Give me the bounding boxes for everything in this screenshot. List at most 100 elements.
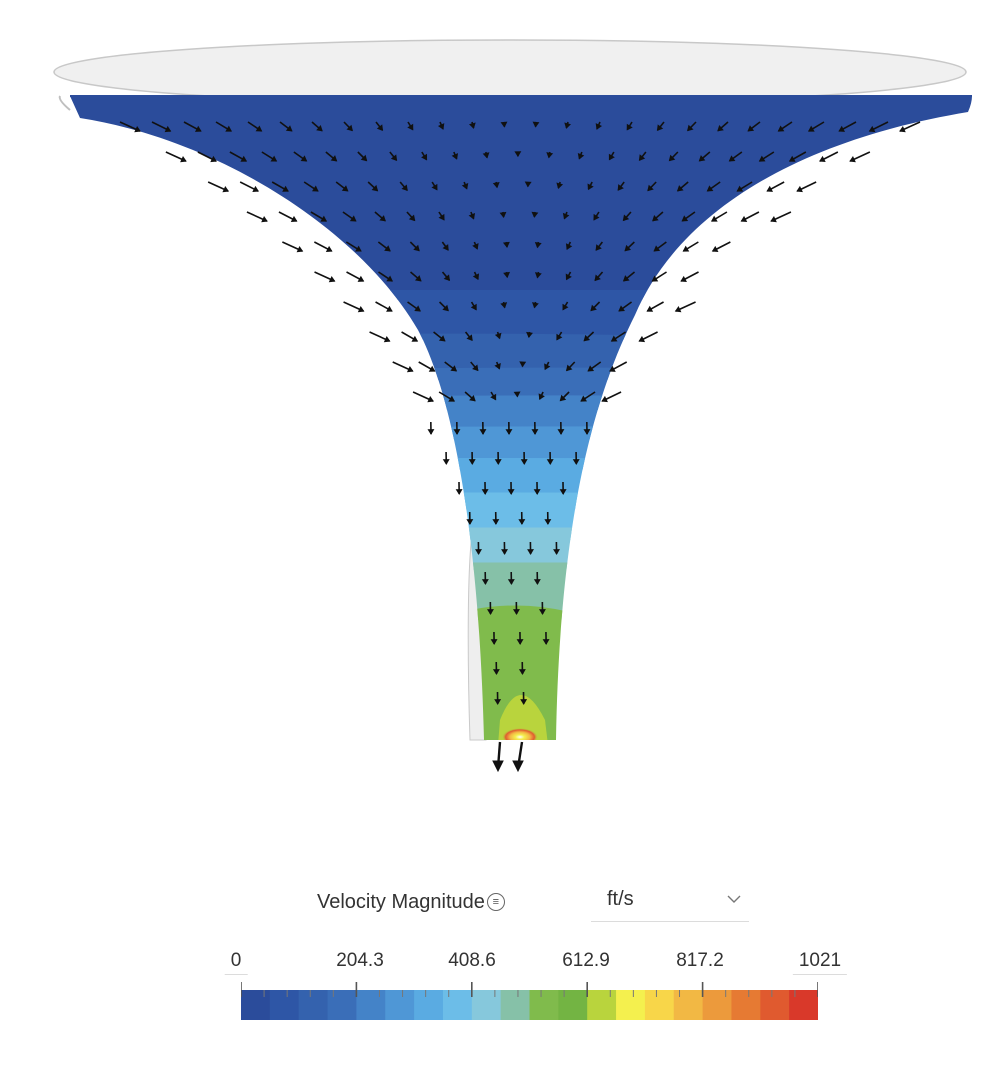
velocity-arrowhead: [505, 429, 513, 435]
velocity-arrowhead: [384, 245, 391, 252]
colorbar-swatch: [442, 990, 473, 1020]
velocity-arrowhead: [706, 185, 714, 192]
velocity-arrowhead: [502, 241, 510, 248]
velocity-arrowhead: [542, 639, 550, 645]
velocity-arrowhead: [676, 185, 684, 192]
colorbar-swatch: [269, 990, 300, 1020]
velocity-arrowhead: [500, 121, 508, 128]
velocity-arrowhead: [438, 213, 445, 221]
velocity-arrowhead: [899, 125, 906, 133]
velocity-arrowhead: [401, 184, 408, 192]
velocity-arrowhead: [472, 364, 479, 372]
velocity-arrowhead: [479, 429, 487, 435]
velocity-arrowhead: [328, 275, 336, 283]
colorbar-swatch: [702, 990, 732, 1020]
velocity-arrowhead: [557, 429, 565, 435]
velocity-arrowhead: [507, 489, 515, 495]
velocity-arrowhead: [475, 549, 482, 555]
velocity-arrowhead: [325, 245, 333, 252]
colorbar-swatch: [356, 990, 386, 1020]
velocity-arrowhead: [559, 394, 567, 402]
velocity-arrowhead: [698, 155, 706, 162]
velocity-arrowhead: [494, 363, 501, 370]
velocity-arrowhead: [516, 639, 524, 645]
velocity-arrowhead: [341, 185, 349, 192]
velocity-arrowhead: [538, 609, 546, 615]
velocity-arrowhead: [285, 125, 293, 132]
velocity-arrows: [119, 121, 921, 773]
3d-viewport[interactable]: [0, 0, 994, 800]
velocity-arrowhead: [595, 123, 603, 130]
velocity-arrowhead: [448, 395, 456, 402]
velocity-arrowhead: [421, 153, 428, 161]
velocity-arrowhead: [494, 459, 502, 465]
velocity-arrowhead: [533, 579, 541, 585]
funnel-rim: [53, 39, 967, 105]
velocity-arrowhead: [371, 184, 379, 192]
velocity-arrowhead: [210, 155, 217, 163]
velocity-arrowhead: [527, 549, 534, 555]
velocity-arrowhead: [180, 155, 187, 163]
velocity-arrowhead: [538, 393, 545, 400]
colorbar-swatch: [760, 990, 790, 1020]
velocity-arrowhead: [583, 429, 591, 435]
velocity-arrowhead: [519, 361, 527, 368]
velocity-arrowhead: [413, 244, 420, 252]
velocity-arrowhead: [414, 275, 422, 282]
colorbar: [241, 982, 818, 1020]
velocity-arrowhead: [788, 155, 796, 162]
velocity-arrowhead: [438, 335, 446, 342]
velocity-arrowhead: [290, 215, 298, 222]
velocity-arrowhead: [546, 152, 554, 159]
menu-icon[interactable]: ≡: [486, 893, 505, 911]
colorbar-swatch: [644, 990, 675, 1020]
colorbar-swatch: [414, 990, 444, 1020]
velocity-arrowhead: [261, 215, 268, 223]
velocity-arrowhead: [553, 549, 560, 555]
velocity-arrowhead: [255, 125, 263, 132]
colorbar-swatch: [385, 990, 415, 1020]
unit-dropdown[interactable]: ft/s: [591, 878, 749, 922]
velocity-arrowhead: [282, 185, 289, 192]
colorbar-swatch: [529, 990, 559, 1020]
velocity-arrowhead: [386, 275, 394, 282]
velocity-arrowhead: [624, 244, 632, 252]
velocity-arrowhead: [531, 429, 539, 435]
velocity-arrowhead: [601, 395, 608, 403]
velocity-arrowhead: [376, 124, 384, 131]
velocity-arrowhead: [427, 395, 434, 403]
velocity-arrowhead: [534, 242, 542, 249]
tick-label: 0: [224, 950, 248, 975]
velocity-arrowhead: [747, 125, 755, 132]
colorbar-swatch: [558, 990, 588, 1020]
velocity-arrowhead: [494, 332, 502, 340]
velocity-arrowhead: [357, 275, 365, 282]
velocity-arrowhead: [468, 122, 476, 129]
velocity-arrowhead: [469, 395, 476, 402]
velocity-arrowhead: [609, 365, 616, 372]
colorbar-swatch: [298, 990, 329, 1020]
velocity-arrowhead: [532, 121, 540, 128]
colorbar-swatch: [673, 990, 704, 1020]
velocity-arrowhead: [518, 519, 526, 525]
outlet-arrowhead: [512, 760, 524, 773]
velocity-arrowhead: [437, 123, 445, 130]
velocity-arrowhead: [594, 274, 601, 282]
velocity-arrowhead: [849, 155, 856, 163]
colorbar-swatch: [616, 990, 646, 1020]
velocity-arrowhead: [533, 489, 541, 495]
unit-value: ft/s: [607, 888, 634, 910]
velocity-arrowhead: [532, 302, 539, 309]
velocity-arrowhead: [565, 273, 572, 281]
tick-label: 612.9: [562, 950, 610, 971]
colorbar-swatch: [500, 990, 530, 1020]
velocity-arrowhead: [646, 305, 654, 312]
velocity-arrowhead: [450, 365, 458, 372]
legend-title: Velocity Magnitude: [317, 890, 485, 913]
velocity-arrowhead: [544, 519, 552, 525]
velocity-arrowhead: [796, 185, 803, 193]
velocity-arrowhead: [564, 122, 571, 129]
velocity-arrowhead: [766, 185, 774, 192]
velocity-arrowhead: [777, 125, 785, 132]
colorbar-swatch: [241, 990, 271, 1020]
